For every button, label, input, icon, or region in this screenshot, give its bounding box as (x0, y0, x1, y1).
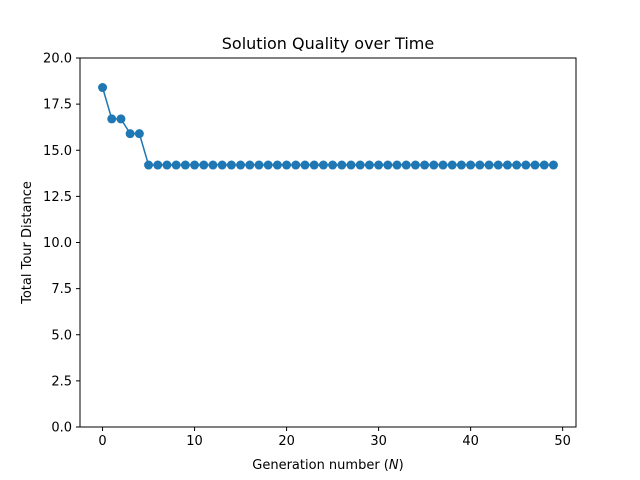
data-point (364, 160, 374, 170)
data-point (410, 160, 420, 170)
x-tick-label: 50 (554, 434, 571, 449)
data-point (300, 160, 310, 170)
chart-title: Solution Quality over Time (222, 34, 434, 53)
data-point (346, 160, 356, 170)
data-point (254, 160, 264, 170)
data-point (401, 160, 411, 170)
data-point (309, 160, 319, 170)
data-point (171, 160, 181, 170)
data-point (180, 160, 190, 170)
data-point (521, 160, 531, 170)
x-tick-label: 30 (370, 434, 387, 449)
data-point (134, 129, 144, 139)
x-tick-label: 20 (278, 434, 295, 449)
data-point (245, 160, 255, 170)
data-point (217, 160, 227, 170)
data-point (466, 160, 476, 170)
data-point (355, 160, 365, 170)
data-point (98, 83, 108, 93)
y-tick-label: 15.0 (43, 144, 72, 159)
data-point (226, 160, 236, 170)
x-axis: 0 10 20 30 40 50 (98, 427, 571, 449)
data-point (438, 160, 448, 170)
x-axis-label: Generation number (N) (252, 458, 403, 473)
y-tick-label: 10.0 (43, 236, 72, 251)
y-tick-label: 17.5 (43, 98, 72, 113)
data-point (153, 160, 163, 170)
data-point (484, 160, 494, 170)
data-point (282, 160, 292, 170)
data-point (263, 160, 273, 170)
x-tick-label: 10 (186, 434, 203, 449)
y-axis: 0.0 2.5 5.0 7.5 10.0 12.5 15.0 17.5 20.0 (43, 52, 80, 436)
y-tick-label: 12.5 (43, 190, 72, 205)
data-point (429, 160, 439, 170)
x-tick-label: 40 (462, 434, 479, 449)
y-axis-label: Total Tour Distance (20, 181, 35, 305)
data-point (116, 114, 126, 124)
y-tick-label: 5.0 (51, 328, 72, 343)
data-point (475, 160, 485, 170)
data-point (107, 114, 117, 124)
data-point (530, 160, 540, 170)
data-point (447, 160, 457, 170)
y-tick-label: 2.5 (51, 374, 72, 389)
data-point (144, 160, 154, 170)
y-tick-label: 20.0 (43, 52, 72, 67)
data-point (548, 160, 558, 170)
y-tick-label: 7.5 (51, 282, 72, 297)
data-point (162, 160, 172, 170)
series-layer (98, 83, 558, 170)
data-point (337, 160, 347, 170)
data-point (420, 160, 430, 170)
data-point (208, 160, 218, 170)
data-point (236, 160, 246, 170)
data-point (190, 160, 200, 170)
y-tick-label: 0.0 (51, 421, 72, 436)
data-point (199, 160, 209, 170)
data-point (456, 160, 466, 170)
data-point (125, 129, 135, 139)
data-point (512, 160, 522, 170)
data-point (318, 160, 328, 170)
data-point (502, 160, 512, 170)
x-tick-label: 0 (98, 434, 106, 449)
data-point (272, 160, 282, 170)
data-point (328, 160, 338, 170)
data-point (383, 160, 393, 170)
data-point (374, 160, 384, 170)
data-point (291, 160, 301, 170)
data-point (539, 160, 549, 170)
data-point (493, 160, 503, 170)
data-point (392, 160, 402, 170)
